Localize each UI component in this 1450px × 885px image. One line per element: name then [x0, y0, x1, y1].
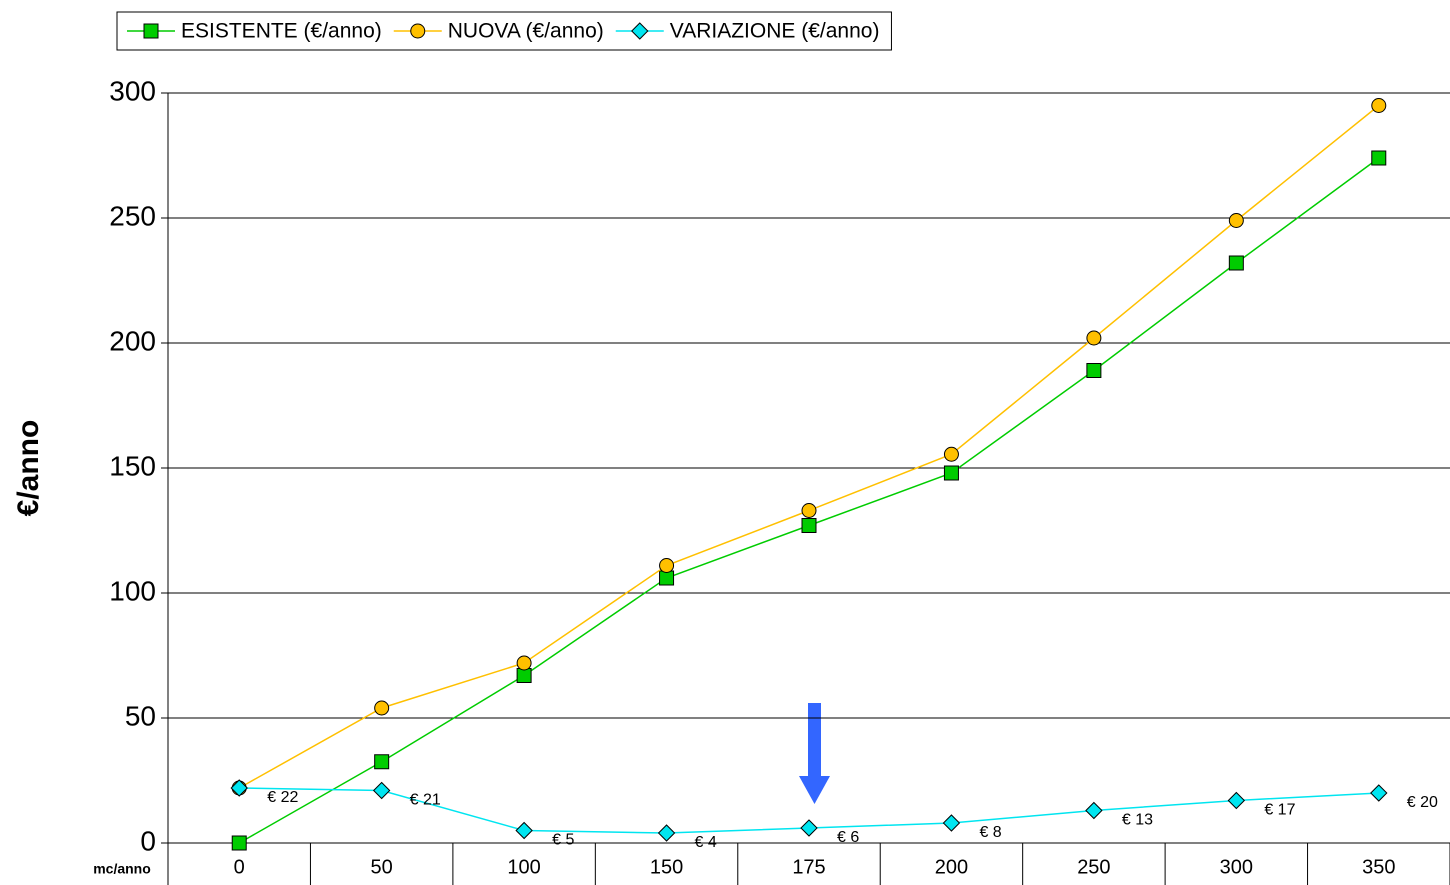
data-label: € 6: [837, 829, 859, 846]
marker: [516, 668, 532, 683]
marker: [372, 781, 391, 800]
y-tick-label: 100: [109, 575, 156, 606]
marker: [374, 700, 390, 716]
data-label: € 5: [552, 832, 574, 849]
legend-label: VARIAZIONE (€/anno): [670, 20, 880, 43]
annotation-arrow: [799, 703, 830, 804]
data-label: € 13: [1122, 812, 1153, 829]
marker: [800, 819, 818, 837]
series-line: [238, 104, 1380, 789]
marker: [1370, 784, 1388, 802]
y-tick-label: 200: [109, 325, 156, 356]
marker: [1086, 363, 1102, 378]
marker: [1085, 801, 1103, 820]
y-tick-label: 300: [109, 75, 156, 106]
marker: [230, 779, 248, 797]
marker: [943, 446, 959, 462]
marker: [1228, 255, 1244, 271]
x-tick-label: 0: [234, 856, 245, 878]
y-tick-label: 250: [109, 200, 156, 231]
data-label: € 17: [1264, 802, 1295, 819]
y-tick-label: 0: [140, 825, 156, 856]
data-label: € 21: [410, 792, 441, 809]
marker: [1371, 98, 1387, 113]
marker: [410, 23, 426, 39]
x-axis-title: mc/anno: [93, 861, 151, 877]
x-tick-label: 200: [935, 856, 968, 878]
marker: [1227, 791, 1246, 810]
marker: [1371, 150, 1387, 166]
marker: [1086, 330, 1102, 346]
legend-label: NUOVA (€/anno): [448, 20, 604, 43]
x-tick-label: 250: [1077, 856, 1110, 878]
x-tick-label: 175: [792, 856, 825, 878]
marker: [943, 465, 959, 481]
marker: [631, 22, 649, 40]
data-label: € 20: [1407, 794, 1438, 811]
data-label: € 4: [695, 834, 717, 851]
marker: [231, 835, 247, 851]
marker: [657, 824, 676, 842]
data-label: € 22: [267, 789, 298, 806]
marker: [659, 570, 675, 586]
y-tick-label: 50: [125, 700, 156, 731]
marker: [1228, 213, 1244, 228]
legend-label: ESISTENTE (€/anno): [181, 20, 382, 43]
y-axis-title: €/anno: [12, 420, 45, 517]
x-tick-label: 350: [1362, 856, 1395, 878]
y-tick-label: 150: [109, 450, 156, 481]
legend-box: [116, 11, 892, 51]
marker: [516, 655, 532, 671]
marker: [801, 518, 817, 533]
x-tick-label: 100: [507, 856, 540, 878]
marker: [374, 754, 390, 770]
x-tick-label: 150: [650, 856, 683, 878]
marker: [801, 503, 817, 518]
marker: [659, 558, 675, 573]
marker: [942, 814, 961, 832]
x-tick-label: 50: [371, 856, 393, 878]
legend: ESISTENTE (€/anno) NUOVA (€/anno) VARIAZIO…: [116, 11, 892, 51]
data-label: € 8: [979, 824, 1001, 841]
x-tick-label: 300: [1220, 856, 1253, 878]
marker: [143, 23, 159, 39]
marker: [515, 821, 533, 840]
